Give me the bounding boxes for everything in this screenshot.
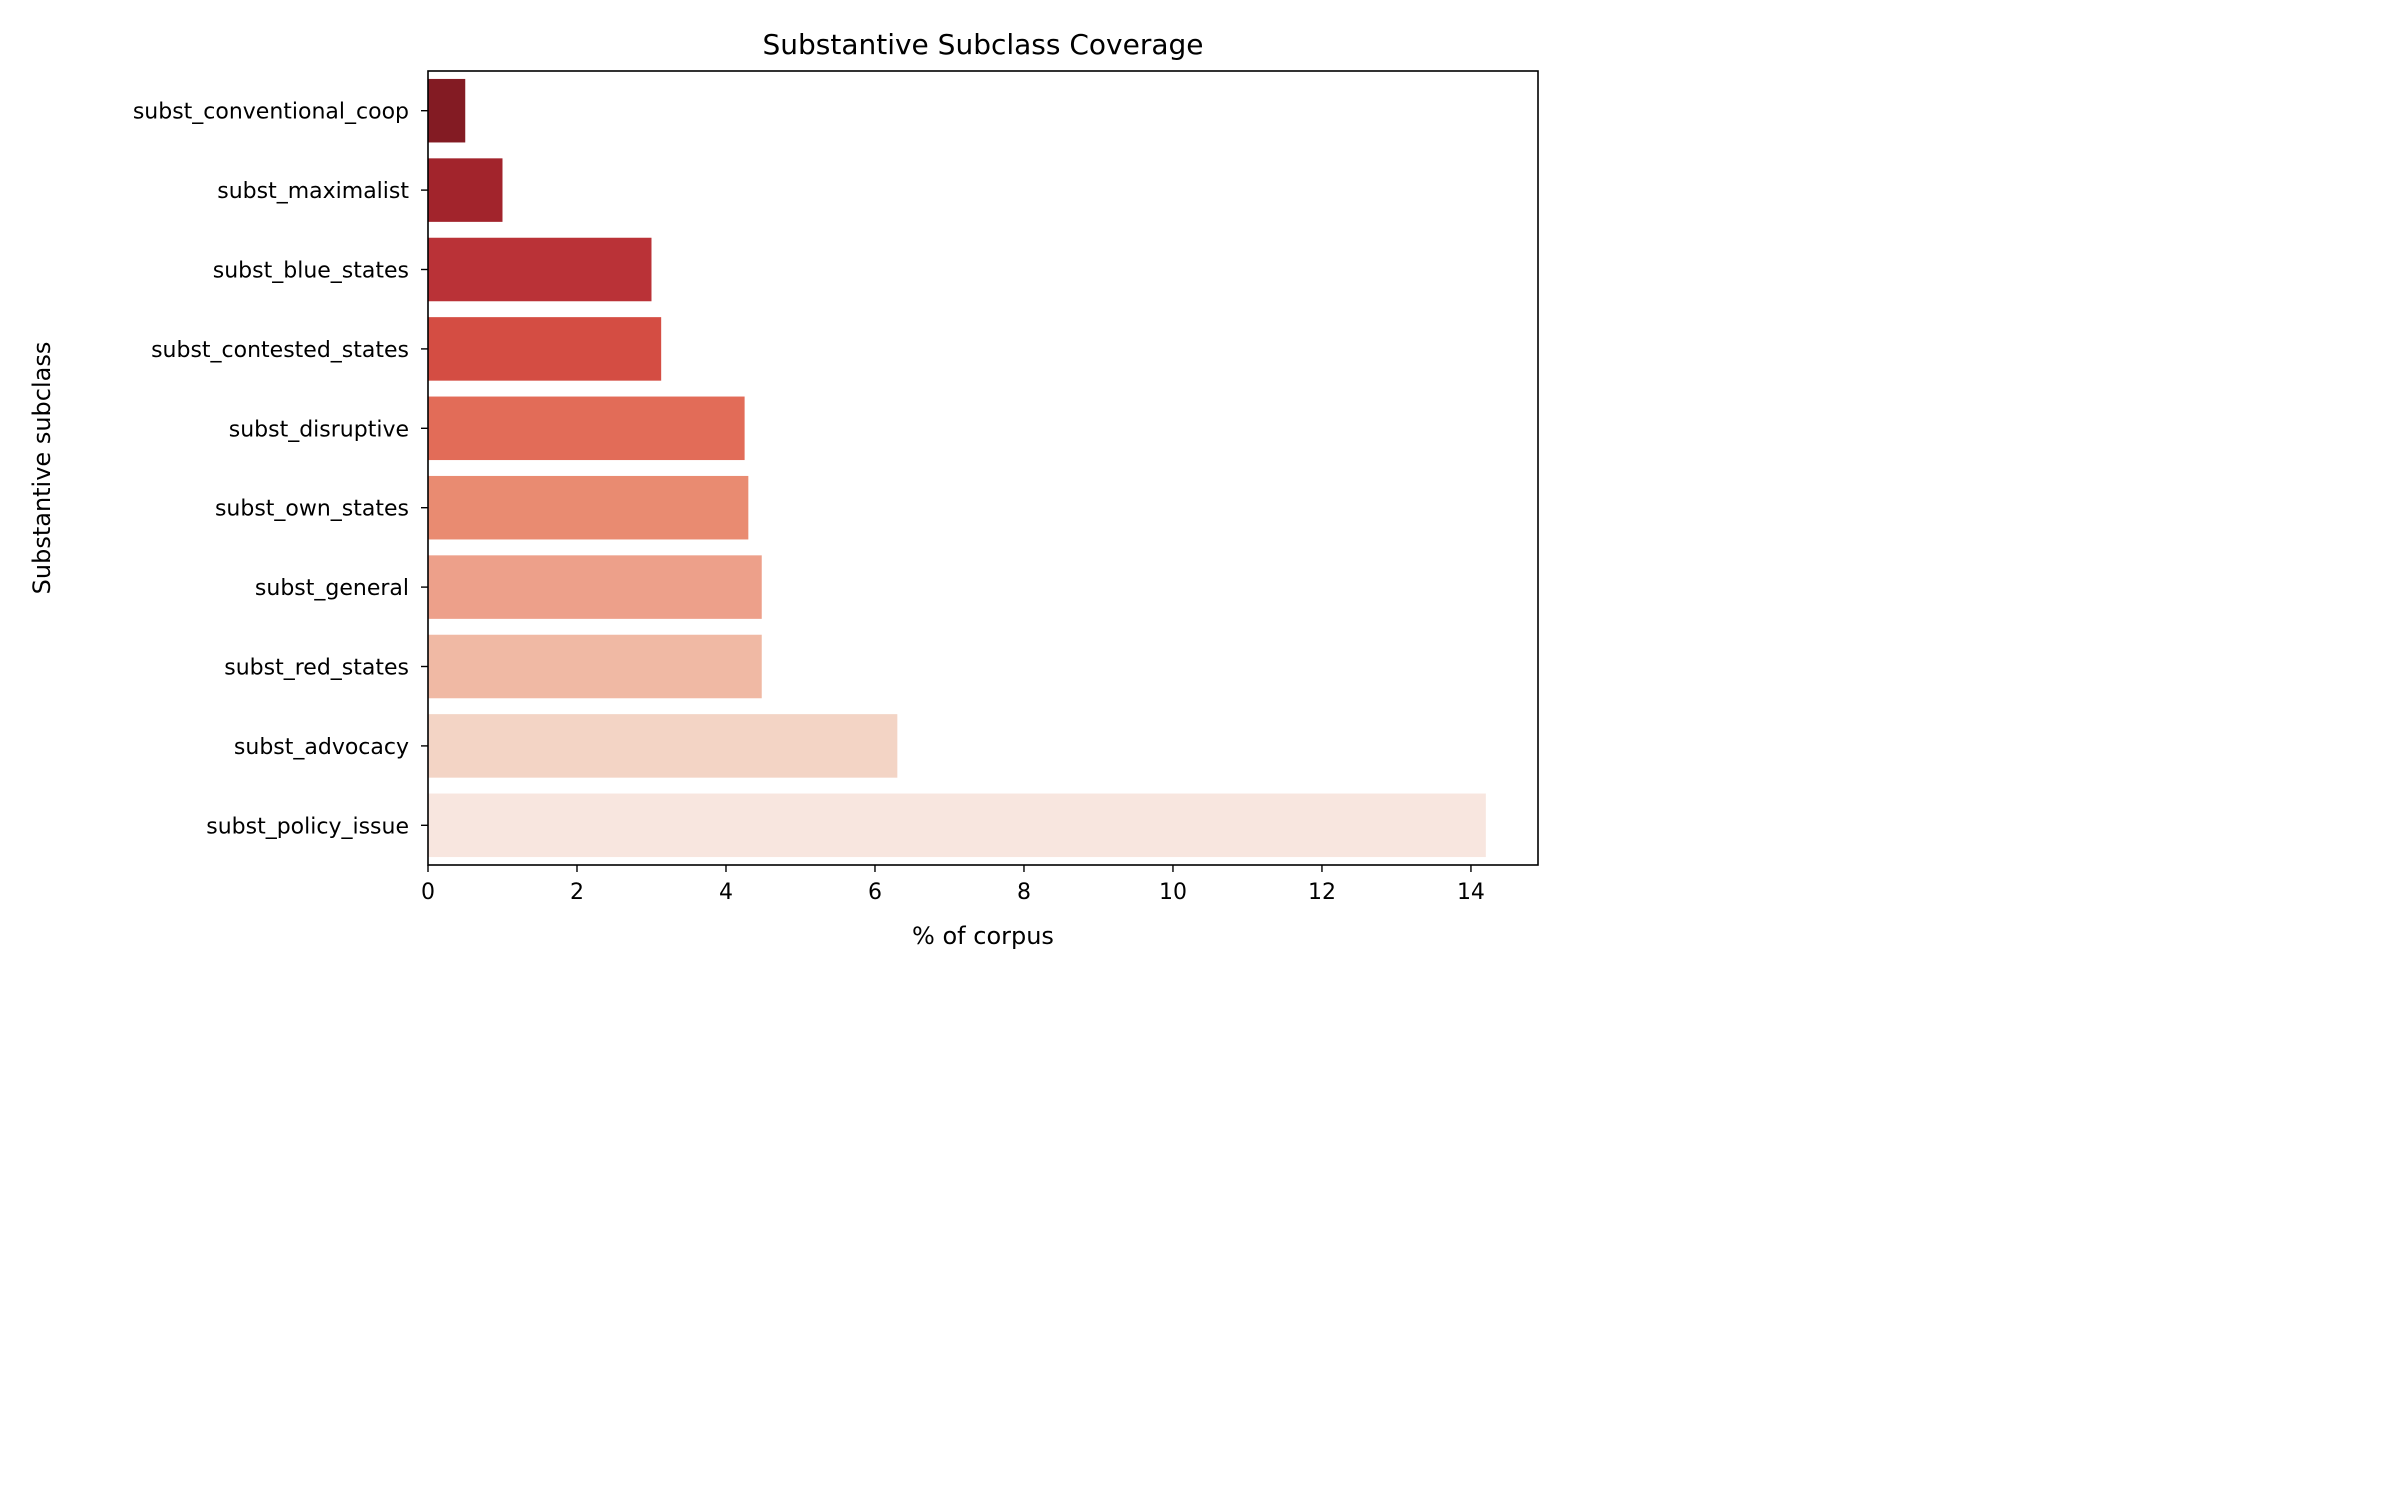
y-tick-label: subst_disruptive (229, 417, 409, 442)
y-tick-label: subst_maximalist (217, 179, 409, 204)
x-tick-label: 2 (570, 880, 584, 905)
y-tick-label: subst_advocacy (234, 735, 409, 760)
bar-subst_own_states (428, 475, 749, 540)
bar-chart: Substantive Subclass Coverage subst_conv… (28, 28, 1539, 950)
x-tick-label: 6 (868, 880, 882, 905)
x-tick-label: 12 (1308, 880, 1336, 905)
y-tick-label: subst_contested_states (151, 338, 409, 363)
plot-frame (427, 70, 1539, 866)
bar-subst_advocacy (428, 714, 898, 778)
x-tick-label: 10 (1159, 880, 1187, 905)
chart-title: Substantive Subclass Coverage (762, 28, 1203, 61)
bar-subst_conventional_coop (428, 78, 466, 143)
y-axis-label: Substantive subclass (28, 342, 56, 595)
x-axis-label: % of corpus (912, 922, 1054, 950)
y-tick-labels: subst_conventional_coop subst_maximalists… (133, 100, 428, 839)
x-tick-label: 4 (719, 880, 733, 905)
y-tick-label: subst_conventional_coop (133, 100, 409, 125)
bars-group (428, 78, 1486, 858)
y-tick-label: subst_blue_states (213, 259, 409, 284)
y-tick-label: subst_general (255, 576, 409, 601)
bar-subst_policy_issue (428, 793, 1486, 858)
y-tick-label: subst_red_states (224, 656, 409, 681)
bar-subst_maximalist (428, 158, 503, 222)
y-tick-label: subst_own_states (215, 497, 409, 522)
x-tick-label: 0 (421, 880, 435, 905)
bar-subst_disruptive (428, 396, 745, 461)
bar-subst_red_states (428, 634, 762, 699)
bar-subst_general (428, 555, 762, 619)
x-tick-label: 14 (1457, 880, 1485, 905)
bar-subst_contested_states (428, 317, 662, 381)
x-tick-labels: 0 2 4 6 8 10 12 14 (421, 865, 1485, 905)
x-tick-label: 8 (1017, 880, 1031, 905)
bar-subst_blue_states (428, 237, 652, 302)
y-tick-label: subst_policy_issue (206, 814, 409, 839)
